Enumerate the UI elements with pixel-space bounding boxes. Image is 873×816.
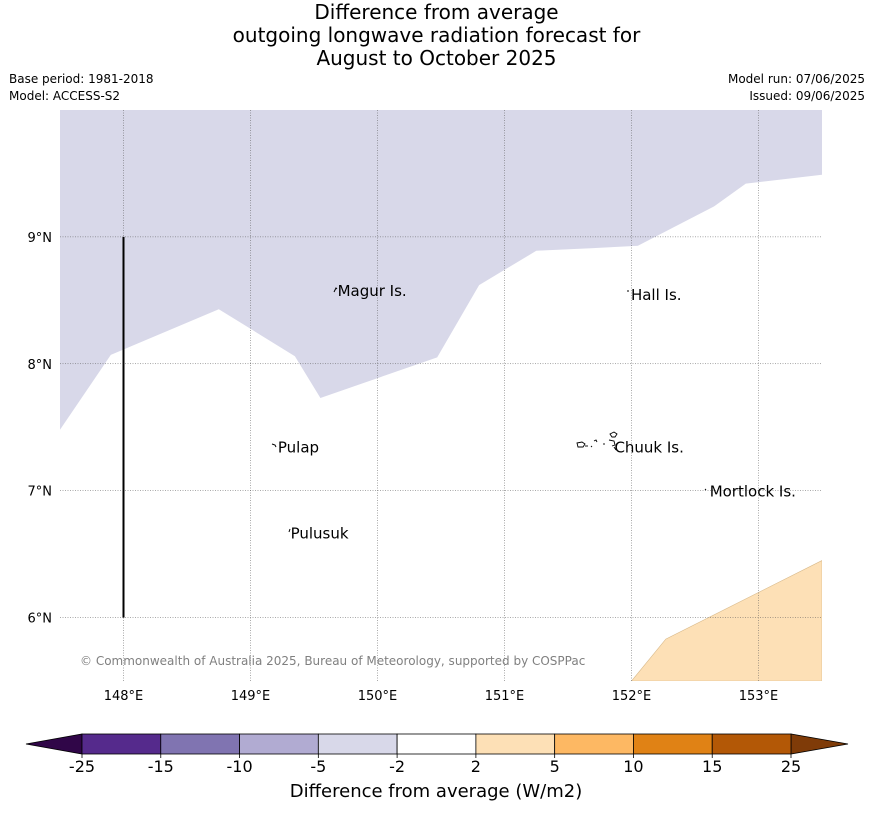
mortlock-island-marker: [704, 488, 707, 491]
anomaly-region-1: [60, 110, 822, 430]
base-period-text: Base period: 1981-2018: [9, 72, 154, 86]
anomaly-region-2: [631, 560, 822, 681]
lon-tick-label: 148°E: [104, 689, 144, 704]
colorbar-tick-label: -15: [148, 757, 174, 776]
place-labels: Magur Is. Hall Is. Pulap Chuuk Is. Mortlock …: [278, 282, 796, 542]
magur-island-marker: [333, 287, 338, 293]
place-label: Hall Is.: [631, 286, 682, 304]
colorbar-segment: [711, 733, 792, 755]
colorbar-tick-label: 15: [702, 757, 722, 776]
colorbar-tick-label: 5: [550, 757, 560, 776]
lat-tick-label: 7°N: [28, 485, 53, 500]
place-label: Pulap: [278, 438, 319, 456]
colorbar-tick-label: -2: [389, 757, 405, 776]
colorbar-tick-label: -25: [69, 757, 95, 776]
colorbar-segment: [160, 733, 240, 755]
lon-tick-label: 151°E: [485, 689, 525, 704]
issued-text: Issued: 09/06/2025: [749, 89, 865, 103]
place-label: Mortlock Is.: [710, 483, 796, 501]
colorbar-over-arrow: [790, 733, 849, 755]
colorbar-segment: [475, 733, 556, 755]
model-run-text: Model run: 07/06/2025: [727, 72, 865, 86]
colorbar-tick-label: 2: [471, 757, 481, 776]
colorbar-segment: [554, 733, 634, 755]
lat-tick-label: 9°N: [28, 231, 53, 246]
axis-tick-labels: 148°E 149°E 150°E 151°E 152°E 153°E 9°N 8°N 7°N 6…: [28, 231, 779, 704]
model-text: Model: ACCESS-S2: [9, 89, 121, 103]
colorbar-segment: [633, 733, 713, 755]
colorbar: -25 -15 -10 -5 -2 2 5 10 15 25: [25, 733, 849, 776]
title-line-3: August to October 2025: [316, 46, 557, 70]
title-line-2: outgoing longwave radiation forecast for: [232, 23, 641, 47]
colorbar-segment: [396, 733, 477, 755]
place-label: Chuuk Is.: [614, 438, 683, 456]
colorbar-tick-label: 25: [781, 757, 801, 776]
colorbar-title: Difference from average (W/m2): [290, 781, 582, 802]
copyright-text: © Commonwealth of Australia 2025, Bureau…: [80, 654, 585, 668]
place-label: Magur Is.: [338, 282, 407, 300]
pulap-island-marker: [271, 443, 277, 448]
place-label: Pulusuk: [291, 525, 349, 543]
map-regions: [60, 110, 822, 681]
pulusuk-island-marker: [288, 528, 291, 533]
colorbar-tick-label: -10: [226, 757, 252, 776]
island-markers: [271, 287, 707, 533]
colorbar-tick-label: 10: [623, 757, 643, 776]
colorbar-segment: [317, 733, 398, 755]
lon-tick-label: 152°E: [612, 689, 652, 704]
lon-tick-label: 149°E: [231, 689, 271, 704]
colorbar-under-arrow: [25, 733, 83, 755]
lat-tick-label: 8°N: [28, 358, 53, 373]
colorbar-segment: [81, 733, 162, 755]
colorbar-segment: [239, 733, 319, 755]
lon-tick-label: 150°E: [358, 689, 398, 704]
colorbar-tick-label: -5: [310, 757, 326, 776]
title-line-1: Difference from average: [314, 0, 559, 24]
lat-tick-label: 6°N: [28, 612, 53, 627]
lon-tick-label: 153°E: [739, 689, 779, 704]
chuuk-lagoon-islands: [576, 431, 618, 451]
